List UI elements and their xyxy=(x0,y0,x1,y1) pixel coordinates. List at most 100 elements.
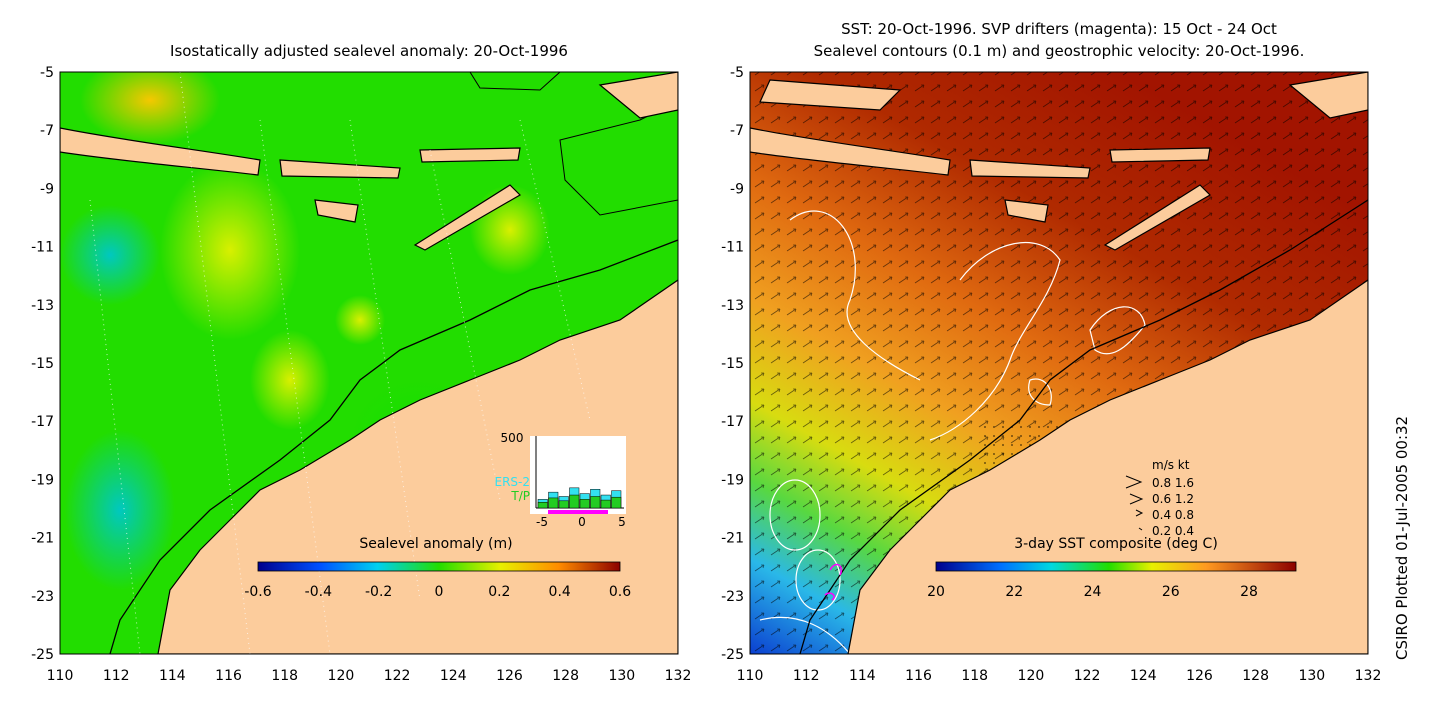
inset-bar-tp xyxy=(548,497,559,509)
sla-colorbar-tick--0.2: -0.2 xyxy=(365,584,392,600)
right-xtick-114: 114 xyxy=(849,668,876,684)
footer-plot-stamp: CSIRO Plotted 01-Jul-2005 00:32 xyxy=(1393,415,1411,660)
sla-colorbar: Sealevel anomaly (m) -0.6 -0.4 -0.2 0 0.2 0.4… xyxy=(244,536,631,600)
right-ytick--5: -5 xyxy=(730,65,744,81)
data-count-inset: 500 ERS-2 T/P -5 0 5 xyxy=(494,431,626,529)
inset-bar-tp xyxy=(590,496,601,509)
sla-colorbar-tick-0.4: 0.4 xyxy=(549,584,571,600)
right-xtick-130: 130 xyxy=(1298,668,1325,684)
left-xtick-130: 130 xyxy=(608,668,635,684)
satellite-tracks xyxy=(89,72,591,654)
right-xtick-112: 112 xyxy=(793,668,820,684)
velocity-legend: m/s kt 0.8 1.6 0.6 1.2 0.4 0.8 0.2 0.4 xyxy=(1125,458,1194,538)
left-ytick--25: -25 xyxy=(31,647,54,663)
inset-bar-tp xyxy=(558,500,569,509)
right-xtick-132: 132 xyxy=(1355,668,1382,684)
right-x-axis: 110 112 114 116 118 120 122 124 126 128 130 132 xyxy=(737,668,1382,684)
right-xtick-122: 122 xyxy=(1074,668,1101,684)
right-ytick--19: -19 xyxy=(721,472,744,488)
left-xtick-112: 112 xyxy=(103,668,130,684)
right-xtick-128: 128 xyxy=(1242,668,1269,684)
right-xtick-110: 110 xyxy=(737,668,764,684)
right-map-frame xyxy=(749,71,1369,655)
left-xtick-124: 124 xyxy=(440,668,467,684)
right-xtick-116: 116 xyxy=(905,668,932,684)
left-ytick--9: -9 xyxy=(40,181,54,197)
left-xtick-128: 128 xyxy=(552,668,579,684)
right-xtick-118: 118 xyxy=(961,668,988,684)
velocity-legend-header: m/s kt xyxy=(1152,458,1190,472)
inset-legend-ers2: ERS-2 xyxy=(494,475,530,489)
sst-colorbar-label: 3-day SST composite (deg C) xyxy=(1014,536,1218,552)
right-map-panel xyxy=(750,72,1368,654)
sealevel-contours xyxy=(759,210,1146,654)
sla-colorbar-tick--0.6: -0.6 xyxy=(244,584,271,600)
inset-legend-tp: T/P xyxy=(510,489,530,503)
right-xtick-120: 120 xyxy=(1018,668,1045,684)
sst-colorbar: 3-day SST composite (deg C) 20 22 24 26 28 xyxy=(927,536,1297,600)
svp-drifter-tracks xyxy=(824,563,842,601)
left-ytick--11: -11 xyxy=(31,240,54,256)
java-landmass xyxy=(60,127,261,176)
inset-bar-tp xyxy=(611,496,622,509)
right-map-title-line2: Sealevel contours (0.1 m) and geostrophi… xyxy=(813,42,1305,60)
velocity-legend-row-0.2: 0.2 0.4 xyxy=(1152,524,1194,538)
sla-colorbar-label: Sealevel anomaly (m) xyxy=(359,536,512,552)
inset-xtick-5: 5 xyxy=(618,515,626,529)
left-xtick-126: 126 xyxy=(496,668,523,684)
left-xtick-116: 116 xyxy=(215,668,242,684)
inset-ymax-label: 500 xyxy=(501,431,524,445)
left-ytick--19: -19 xyxy=(31,472,54,488)
sla-colorbar-tick-0: 0 xyxy=(435,584,444,600)
right-ytick--25: -25 xyxy=(721,647,744,663)
right-xtick-124: 124 xyxy=(1130,668,1157,684)
velocity-legend-row-0.6: 0.6 1.2 xyxy=(1152,492,1194,506)
right-ytick--15: -15 xyxy=(721,356,744,372)
left-ytick--7: -7 xyxy=(40,123,54,139)
left-map-title: Isostatically adjusted sealevel anomaly:… xyxy=(170,42,568,60)
velocity-legend-row-0.4: 0.4 0.8 xyxy=(1152,508,1194,522)
velocity-legend-row-0.8: 0.8 1.6 xyxy=(1152,476,1194,490)
left-ytick--17: -17 xyxy=(31,414,54,430)
right-ytick--9: -9 xyxy=(730,181,744,197)
inset-bar-tp xyxy=(537,501,548,509)
inset-xtick-0: 0 xyxy=(578,515,586,529)
inset-xtick-neg5: -5 xyxy=(536,515,548,529)
right-ytick--11: -11 xyxy=(721,240,744,256)
sst-colorbar-tick-24: 24 xyxy=(1084,584,1102,600)
timor-island xyxy=(413,184,521,251)
left-xtick-120: 120 xyxy=(328,668,355,684)
sst-colorbar-tick-26: 26 xyxy=(1162,584,1180,600)
australia-landmass xyxy=(157,279,678,654)
inset-bar-tp xyxy=(600,499,611,509)
sla-colorbar-tick--0.4: -0.4 xyxy=(305,584,332,600)
left-ytick--23: -23 xyxy=(31,589,54,605)
sst-colorbar-tick-22: 22 xyxy=(1005,584,1023,600)
sla-colorbar-tick-0.6: 0.6 xyxy=(609,584,631,600)
right-ytick--21: -21 xyxy=(721,531,744,547)
right-ytick--7: -7 xyxy=(730,123,744,139)
left-xtick-132: 132 xyxy=(665,668,692,684)
bathymetry-contour xyxy=(109,239,678,654)
left-xtick-122: 122 xyxy=(384,668,411,684)
left-xtick-110: 110 xyxy=(47,668,74,684)
right-map-title-line1: SST: 20-Oct-1996. SVP drifters (magenta)… xyxy=(841,20,1277,38)
right-y-axis: -5 -7 -9 -11 -13 -15 -17 -19 -21 -23 -25 xyxy=(721,65,744,663)
right-ytick--13: -13 xyxy=(721,298,744,314)
inset-bar-tp xyxy=(579,499,590,509)
left-map-frame xyxy=(59,71,679,655)
right-ytick--17: -17 xyxy=(721,414,744,430)
left-ytick--15: -15 xyxy=(31,356,54,372)
left-ytick--13: -13 xyxy=(31,298,54,314)
left-x-axis: 110 112 114 116 118 120 122 124 126 128 130 132 xyxy=(47,668,692,684)
right-xtick-126: 126 xyxy=(1186,668,1213,684)
left-ytick--5: -5 xyxy=(40,65,54,81)
left-xtick-118: 118 xyxy=(271,668,298,684)
left-map-panel xyxy=(60,72,678,654)
inset-bar-tp xyxy=(569,494,580,509)
sst-colorbar-tick-28: 28 xyxy=(1240,584,1258,600)
right-ytick--23: -23 xyxy=(721,589,744,605)
left-y-axis: -5 -7 -9 -11 -13 -15 -17 -19 -21 -23 -25 xyxy=(31,65,54,663)
left-xtick-114: 114 xyxy=(159,668,186,684)
